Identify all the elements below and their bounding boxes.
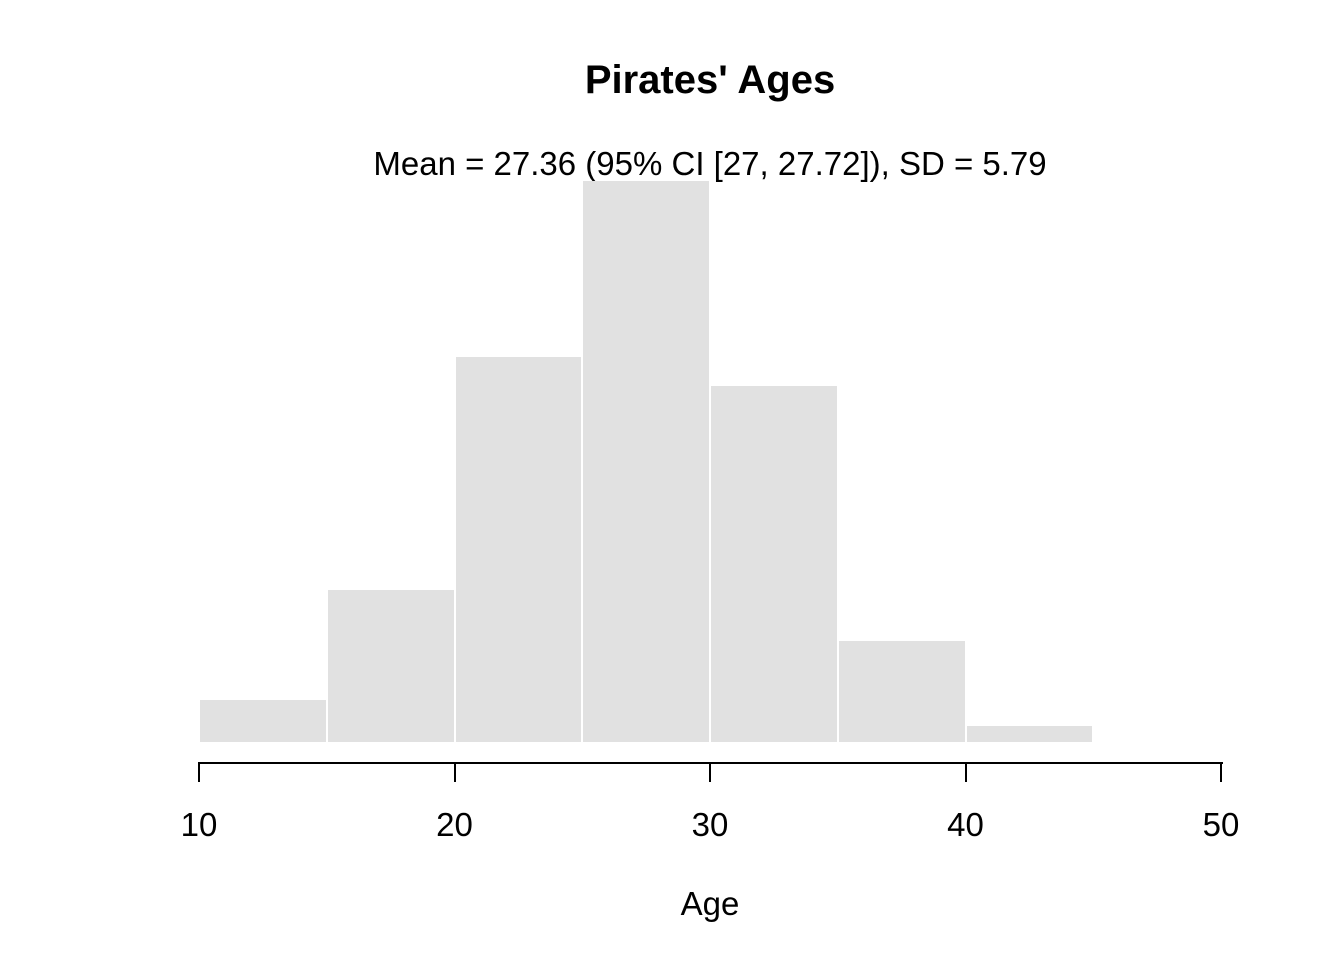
x-axis-tick-label: 20 <box>436 806 473 843</box>
histogram-bar <box>200 700 326 742</box>
histogram-bar <box>711 386 837 742</box>
x-axis-tick <box>198 762 200 782</box>
x-axis-tick-label: 30 <box>691 806 729 843</box>
x-axis-tick <box>964 762 967 782</box>
histogram-bar <box>966 725 1093 742</box>
histogram-bar <box>455 357 582 742</box>
chart-title: Pirates' Ages <box>584 58 836 102</box>
histogram-bar <box>327 589 454 742</box>
x-axis-tick-label: 40 <box>947 806 984 843</box>
x-axis-tick-label: 50 <box>1202 806 1240 843</box>
histogram-bar <box>838 641 965 742</box>
x-axis-tick <box>453 762 456 782</box>
histogram-bar <box>583 181 709 742</box>
x-axis-tick <box>709 762 711 782</box>
x-axis-tick-label: 10 <box>180 806 218 843</box>
chart-subtitle: Mean = 27.36 (95% CI [27, 27.72]), SD = … <box>373 145 1047 182</box>
x-axis-tick <box>1220 762 1222 782</box>
x-axis-title: Age <box>680 885 740 922</box>
